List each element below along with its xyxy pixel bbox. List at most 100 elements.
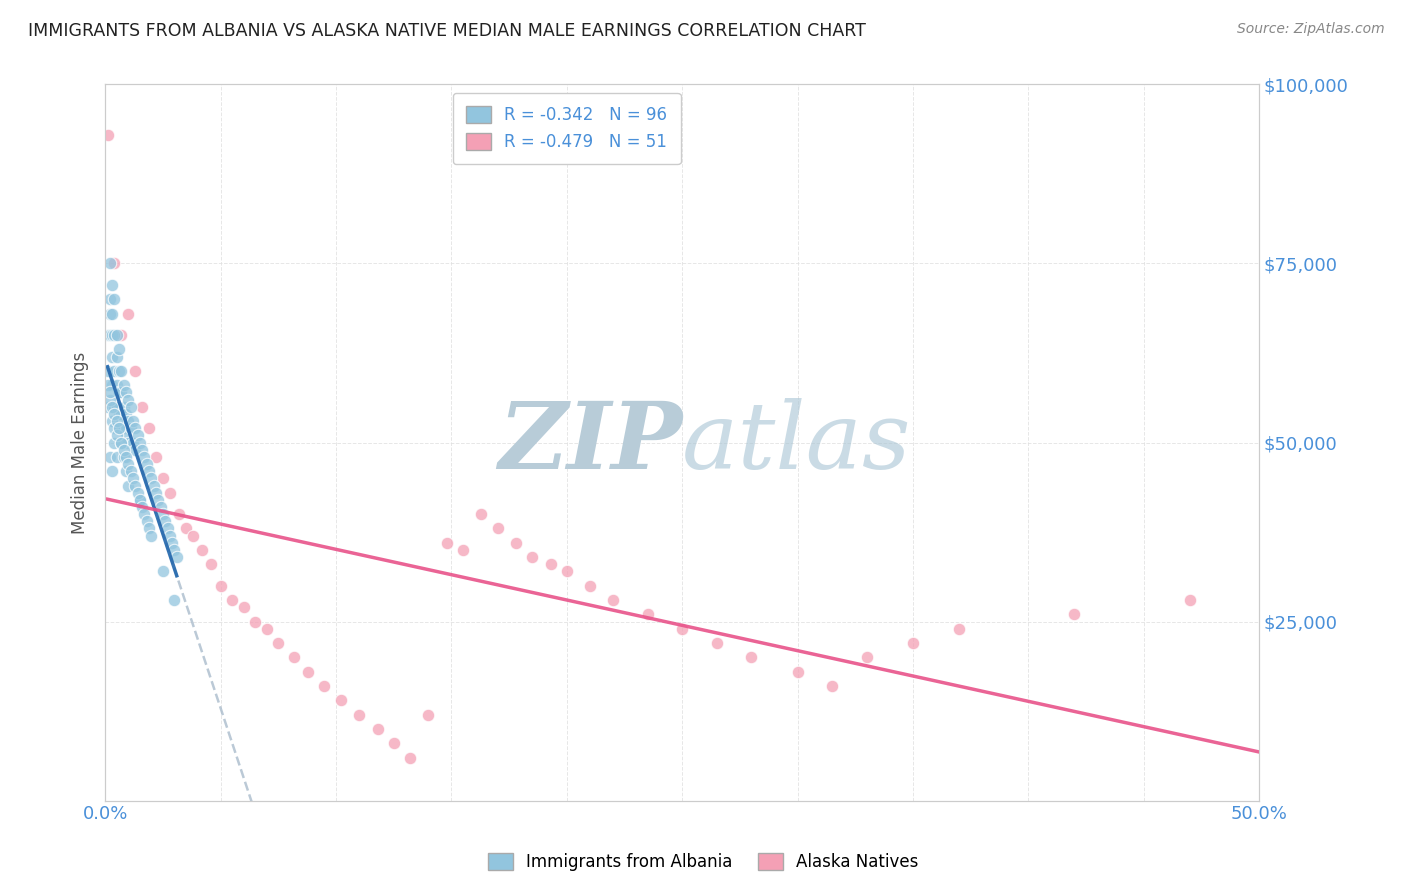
Point	[948, 622, 970, 636]
Point	[145, 450, 167, 464]
Point	[855, 650, 877, 665]
Point	[128, 492, 150, 507]
Point	[486, 521, 509, 535]
Point	[128, 492, 150, 507]
Point	[105, 400, 128, 414]
Point	[108, 364, 131, 378]
Y-axis label: Median Male Earnings: Median Male Earnings	[72, 351, 89, 533]
Point	[786, 665, 808, 679]
Point	[131, 500, 153, 514]
Point	[297, 665, 319, 679]
Point	[96, 328, 118, 343]
Point	[134, 450, 156, 464]
Point	[115, 464, 138, 478]
Point	[103, 328, 125, 343]
Point	[163, 543, 186, 558]
Point	[200, 558, 222, 572]
Point	[418, 707, 440, 722]
Point	[105, 450, 128, 464]
Point	[124, 442, 146, 457]
Point	[131, 442, 153, 457]
Point	[105, 328, 128, 343]
Point	[191, 543, 214, 558]
Point	[101, 307, 124, 321]
Point	[382, 736, 405, 750]
Point	[117, 435, 139, 450]
Point	[101, 464, 124, 478]
Point	[122, 435, 145, 450]
Point	[505, 536, 527, 550]
Point	[110, 385, 132, 400]
Point	[124, 364, 146, 378]
Point	[131, 400, 153, 414]
Point	[347, 707, 370, 722]
Point	[329, 693, 352, 707]
Point	[555, 565, 578, 579]
Point	[108, 421, 131, 435]
Point	[141, 471, 163, 485]
Point	[117, 392, 139, 407]
Point	[135, 514, 157, 528]
Point	[149, 500, 172, 514]
Point	[115, 385, 138, 400]
Point	[115, 428, 138, 442]
Point	[105, 378, 128, 392]
Point	[108, 407, 131, 421]
Point	[671, 622, 693, 636]
Point	[135, 457, 157, 471]
Point	[101, 328, 124, 343]
Point	[122, 414, 145, 428]
Point	[115, 450, 138, 464]
Point	[398, 750, 420, 764]
Text: ZIP: ZIP	[498, 398, 682, 488]
Point	[602, 593, 624, 607]
Point	[96, 400, 118, 414]
Point	[108, 343, 131, 357]
Point	[142, 478, 165, 492]
Point	[159, 485, 181, 500]
Point	[110, 435, 132, 450]
Point	[96, 128, 118, 142]
Point	[145, 485, 167, 500]
Point	[706, 636, 728, 650]
Point	[124, 478, 146, 492]
Point	[101, 350, 124, 364]
Point	[232, 600, 254, 615]
Point	[579, 579, 602, 593]
Point	[209, 579, 232, 593]
Point	[436, 536, 458, 550]
Point	[120, 400, 142, 414]
Point	[122, 471, 145, 485]
Point	[470, 507, 492, 521]
Point	[98, 450, 121, 464]
Point	[152, 471, 174, 485]
Point	[105, 350, 128, 364]
Point	[110, 364, 132, 378]
Point	[127, 485, 149, 500]
Text: atlas: atlas	[682, 398, 911, 488]
Legend: Immigrants from Albania, Alaska Natives: Immigrants from Albania, Alaska Natives	[479, 845, 927, 880]
Point	[117, 307, 139, 321]
Point	[101, 277, 124, 292]
Point	[101, 400, 124, 414]
Point	[124, 421, 146, 435]
Point	[451, 543, 474, 558]
Point	[103, 364, 125, 378]
Point	[98, 392, 121, 407]
Point	[110, 407, 132, 421]
Point	[901, 636, 924, 650]
Point	[110, 328, 132, 343]
Point	[103, 435, 125, 450]
Point	[256, 622, 278, 636]
Point	[1063, 607, 1085, 622]
Point	[138, 464, 160, 478]
Point	[117, 414, 139, 428]
Point	[98, 293, 121, 307]
Point	[221, 593, 243, 607]
Point	[245, 615, 267, 629]
Point	[96, 364, 118, 378]
Point	[103, 421, 125, 435]
Point	[740, 650, 762, 665]
Point	[637, 607, 659, 622]
Point	[98, 328, 121, 343]
